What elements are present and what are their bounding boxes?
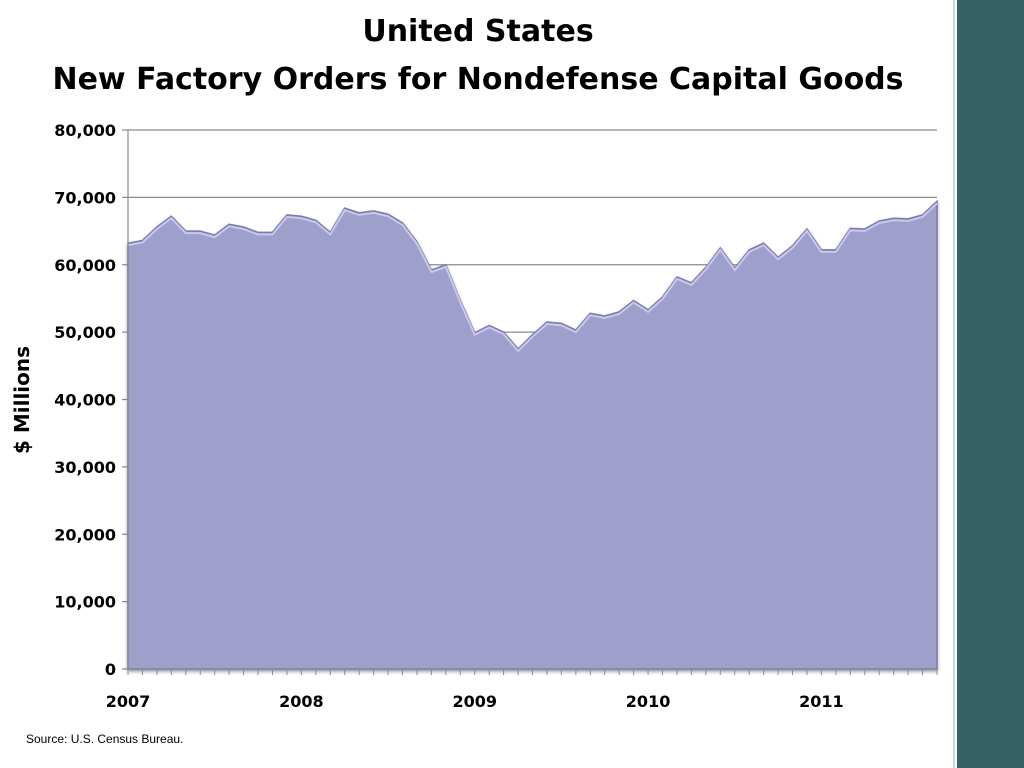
y-tick-label: 70,000 [54,188,116,207]
y-tick-label: 50,000 [54,323,116,342]
chart-title: United States [362,14,594,49]
y-tick-label: 80,000 [54,121,116,140]
y-tick-label: 40,000 [54,391,116,410]
x-tick-label: 2011 [799,692,844,711]
chart-subtitle: New Factory Orders for Nondefense Capita… [52,62,904,97]
x-tick-label: 2010 [626,692,671,711]
x-tick-label: 2008 [279,692,324,711]
y-tick-label: 60,000 [54,256,116,275]
y-tick-label: 0 [105,660,116,679]
sidebar-edge [953,0,955,768]
x-tick-label: 2007 [106,692,151,711]
area-series [127,199,938,670]
source-note: Source: U.S. Census Bureau. [26,732,184,746]
y-tick-label: 30,000 [54,458,116,477]
y-tick-label: 20,000 [54,525,116,544]
y-tick-label: 10,000 [54,593,116,612]
x-tick-label: 2009 [452,692,497,711]
decorative-sidebar [957,0,1024,768]
area-highlight [127,202,938,353]
area-chart: 0 10,000 20,000 30,000 40,000 50,000 60,000 70,… [54,121,938,711]
